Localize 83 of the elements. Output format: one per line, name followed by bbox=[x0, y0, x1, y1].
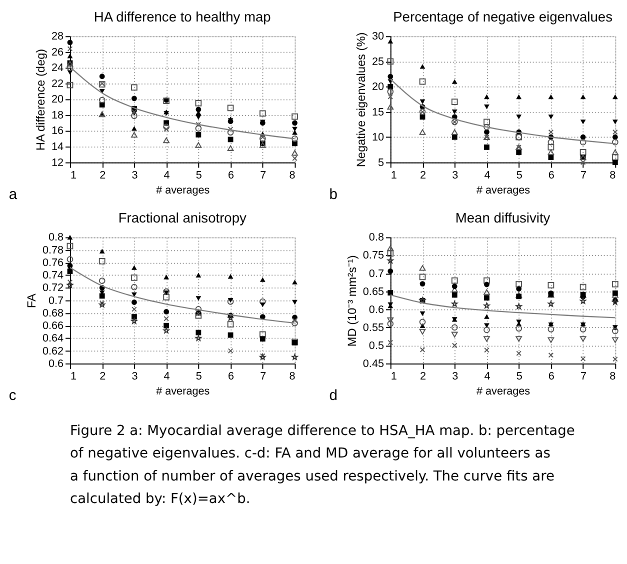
y-tick-label: 0.7 bbox=[368, 268, 384, 280]
x-tick-label: 6 bbox=[548, 370, 554, 383]
x-tick-label: 8 bbox=[610, 170, 616, 182]
y-tick-label: 0.66 bbox=[42, 320, 64, 332]
y-tick-label: 16 bbox=[52, 125, 64, 138]
y-tick-label: 0.76 bbox=[42, 256, 64, 269]
x-tick-label: 6 bbox=[228, 170, 234, 182]
x-tick-label: 7 bbox=[260, 370, 266, 383]
y-tick-label: 0.6 bbox=[48, 358, 64, 370]
y-tick-label: 0.55 bbox=[362, 322, 384, 334]
y-tick-label: 0.45 bbox=[362, 358, 384, 370]
y-tick-label: 15 bbox=[372, 106, 384, 118]
y-tick-label: 0.72 bbox=[42, 282, 64, 294]
y-tick-label: 28 bbox=[52, 30, 64, 43]
y-axis-title: FA bbox=[24, 294, 39, 308]
y-tick-label: 0.8 bbox=[368, 232, 384, 244]
x-tick-label: 1 bbox=[70, 370, 77, 383]
chart-title: Mean diffusivity bbox=[455, 210, 550, 226]
y-tick-label: 0.62 bbox=[42, 345, 64, 358]
text: d bbox=[329, 388, 338, 404]
x-tick-label: 8 bbox=[610, 370, 616, 383]
x-axis-title: # averages bbox=[476, 184, 531, 196]
x-tick-label: 4 bbox=[164, 370, 170, 383]
y-tick-label: 0.78 bbox=[42, 244, 64, 256]
x-tick-label: 1 bbox=[390, 370, 397, 383]
y-tick-label: 26 bbox=[52, 46, 64, 58]
x-tick-label: 3 bbox=[452, 170, 458, 182]
y-tick-label: 0.68 bbox=[42, 307, 64, 320]
y-axis-title: Negative eigenvalues (%) bbox=[354, 32, 368, 168]
x-tick-label: 4 bbox=[164, 170, 170, 182]
caption: Figure 2 a: Myocardial average difference to HSA_HA map. b: percentage of negative eigenvalues. c-d: FA and MD average for all volunteers as a function of number of averages used respectively. The curve fits are calculated by: F(x)=ax^b. bbox=[70, 422, 575, 507]
x-tick-label: 1 bbox=[70, 170, 77, 182]
x-tick-label: 3 bbox=[452, 370, 458, 383]
x-tick-label: 3 bbox=[132, 170, 138, 182]
x-tick-label: 8 bbox=[289, 170, 296, 182]
x-tick-label: 7 bbox=[580, 170, 587, 182]
y-tick-label: 0.64 bbox=[42, 332, 64, 345]
x-tick-label: 1 bbox=[390, 170, 397, 182]
y-tick-label: 14 bbox=[52, 141, 64, 154]
y-tick-label: 0.75 bbox=[362, 250, 384, 262]
x-tick-label: 7 bbox=[260, 170, 266, 182]
x-tick-label: 2 bbox=[420, 370, 426, 383]
x-tick-label: 4 bbox=[484, 370, 490, 383]
y-tick-label: 0.65 bbox=[362, 286, 384, 298]
x-tick-label: 5 bbox=[196, 170, 202, 182]
x-tick-label: 6 bbox=[548, 170, 554, 182]
y-tick-label: 0.74 bbox=[42, 270, 64, 282]
y-tick-label: 25 bbox=[372, 56, 384, 68]
y-tick-label: 0.8 bbox=[48, 232, 64, 244]
text: b bbox=[329, 186, 338, 203]
x-tick-label: 4 bbox=[484, 170, 490, 182]
x-tick-label: 5 bbox=[516, 170, 522, 182]
x-axis-title: # averages bbox=[476, 386, 531, 398]
chart-title: HA difference to healthy map bbox=[94, 9, 272, 24]
y-tick-label: 5 bbox=[378, 156, 384, 169]
y-tick-label: 18 bbox=[52, 109, 64, 122]
x-tick-label: 7 bbox=[580, 370, 587, 383]
y-tick-label: 0.6 bbox=[368, 304, 384, 316]
y-tick-label: 12 bbox=[52, 156, 64, 169]
x-tick-label: 2 bbox=[420, 170, 426, 182]
y-tick-label: 30 bbox=[372, 30, 384, 43]
x-axis-title: # averages bbox=[156, 386, 210, 398]
x-tick-label: 6 bbox=[228, 370, 234, 383]
x-tick-label: 5 bbox=[196, 370, 202, 383]
y-tick-label: 22 bbox=[52, 78, 64, 90]
text: c bbox=[8, 388, 16, 404]
y-tick-label: 0.5 bbox=[368, 340, 384, 352]
x-tick-label: 2 bbox=[100, 170, 106, 182]
y-axis-title: HA difference (deg) bbox=[34, 48, 48, 151]
x-tick-label: 5 bbox=[516, 370, 522, 383]
x-axis-title: # averages bbox=[156, 184, 210, 196]
y-tick-label: 24 bbox=[52, 62, 64, 74]
x-tick-label: 3 bbox=[132, 370, 138, 383]
y-tick-label: 20 bbox=[52, 94, 64, 106]
y-tick-label: 0.7 bbox=[48, 294, 64, 307]
y-axis-title: MD (10⁻³ mm²s⁻¹) bbox=[344, 255, 359, 347]
y-tick-label: 10 bbox=[372, 132, 384, 144]
text: a bbox=[8, 186, 18, 203]
x-tick-label: 2 bbox=[100, 370, 106, 383]
x-tick-label: 8 bbox=[289, 370, 296, 383]
y-tick-label: 20 bbox=[372, 81, 384, 94]
chart-title: Fractional anisotropy bbox=[118, 210, 247, 226]
chart-title: Percentage of negative eigenvalues bbox=[393, 9, 613, 24]
